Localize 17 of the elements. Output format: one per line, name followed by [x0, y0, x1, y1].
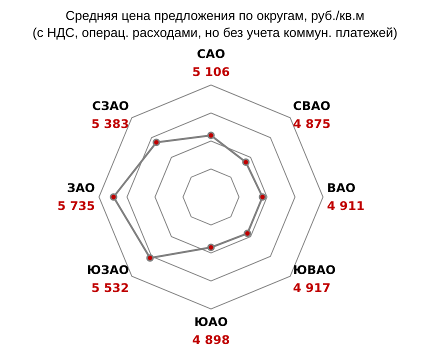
spoke-label: САО [196, 47, 226, 61]
text: 4 898 [192, 333, 230, 347]
text: 5 106 [192, 65, 230, 79]
spoke-label: ЮВАО [293, 263, 336, 278]
spoke-label: ЮАО [194, 315, 228, 329]
chart-title: Средняя цена предложения по округам, руб./кв.м (с НДС, операц. расходами, но без учета коммун. платежей) [32, 8, 398, 40]
spoke-label: СЗАО [92, 98, 129, 113]
text: 5 383 [91, 116, 129, 131]
spoke-label: ЮЗАО [86, 263, 129, 278]
spoke-label: ВАО [327, 181, 356, 195]
text: 4 917 [293, 281, 331, 296]
text: 5 532 [91, 281, 129, 296]
text: 4 911 [327, 199, 365, 213]
text: 5 735 [57, 199, 95, 213]
spoke-label: СВАО [293, 98, 330, 113]
spoke-label: ЗАО [66, 181, 95, 195]
text: 4 875 [293, 116, 331, 131]
